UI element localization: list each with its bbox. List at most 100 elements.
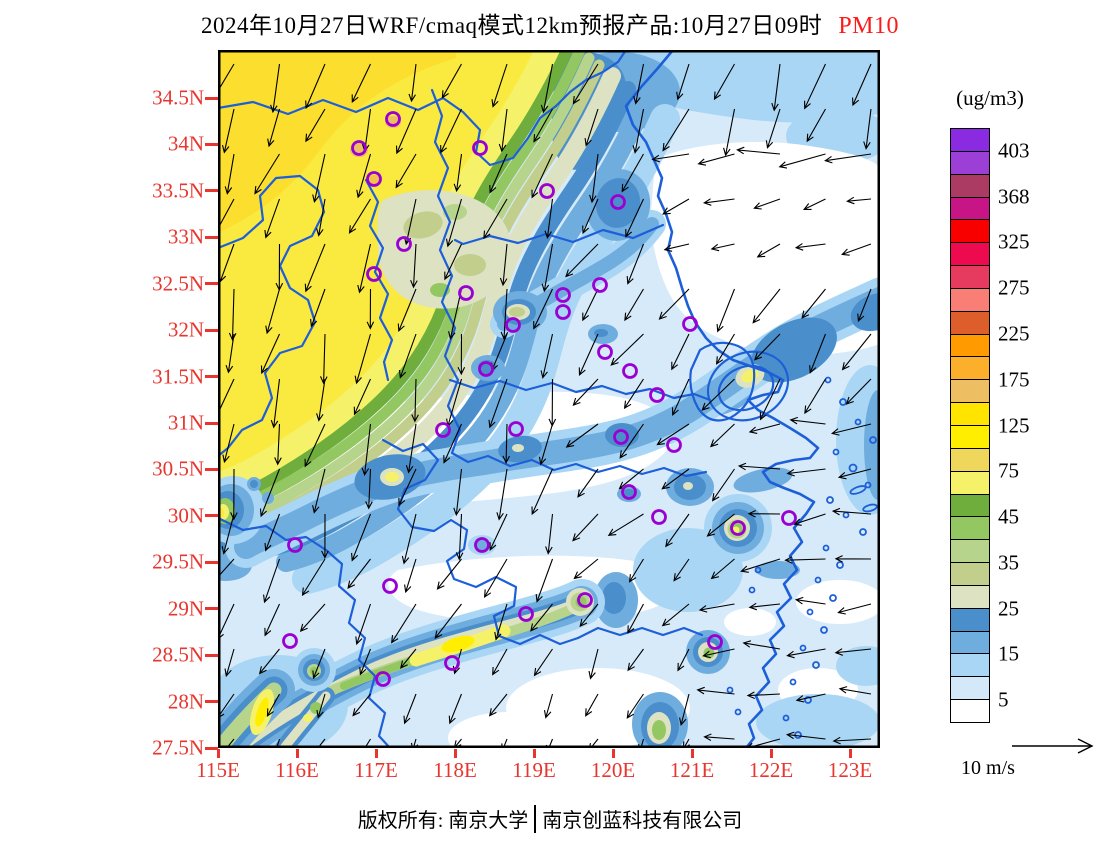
wind-arrow (228, 288, 237, 342)
wind-arrow (404, 558, 417, 594)
colorbar-tick-label: 175 (998, 367, 1030, 392)
wind-arrow (301, 558, 326, 597)
wind-arrow (312, 468, 326, 514)
station-marker (366, 266, 382, 282)
lon-label: 122E (748, 758, 794, 782)
wind-arrow (264, 513, 281, 552)
wind-arrow (533, 108, 553, 143)
wind-arrow (502, 423, 510, 464)
wind-arrow (623, 378, 644, 410)
station-marker (651, 509, 667, 525)
boundary-zhejiang-north (552, 462, 708, 478)
wind-arrow (365, 468, 373, 510)
footer-separator (534, 804, 537, 833)
lat-tick (205, 607, 218, 611)
wind-arrow (538, 423, 554, 466)
wind-arrow (265, 288, 281, 335)
wind-arrow (785, 731, 826, 740)
wind-arrow (627, 603, 644, 634)
wind-arrow (533, 648, 553, 677)
wind-arrow (545, 513, 554, 555)
wind-arrow (230, 468, 238, 521)
wind-arrow (806, 108, 826, 143)
lat-label: 33N (167, 224, 204, 249)
wind-arrow (625, 198, 644, 238)
wind-arrow (305, 63, 326, 110)
colorbar-cell (951, 493, 989, 517)
wind-arrow (305, 108, 326, 143)
monitoring-stations (282, 111, 797, 687)
wind-arrow (457, 333, 466, 376)
wind-arrow (304, 243, 326, 293)
lat-label: 33.5N (152, 178, 204, 203)
wind-arrow (624, 288, 644, 322)
wind-arrow (483, 558, 508, 598)
wind-arrow (710, 243, 735, 252)
wind-arrow (317, 738, 326, 748)
wind-arrow (628, 558, 644, 583)
wind-arrow (405, 423, 417, 474)
wind-arrow (565, 423, 599, 448)
wind-arrow (582, 288, 599, 322)
colorbar-tick-label: 275 (998, 275, 1030, 300)
wind-arrow (711, 468, 735, 502)
colorbar-cell (951, 196, 989, 220)
wind-arrow (627, 648, 644, 672)
station-marker (287, 537, 303, 553)
wind-arrow (535, 558, 554, 603)
wind-arrow (579, 603, 599, 628)
lat-tick (205, 421, 218, 425)
wind-arrow (795, 693, 826, 703)
footer-owner: 版权所有: 南京大学 (357, 810, 529, 832)
wind-arrow (221, 513, 235, 555)
wind-arrow (488, 378, 508, 429)
wind-arrow (698, 603, 735, 613)
colorbar-cell (951, 356, 989, 380)
wind-arrow (319, 333, 328, 385)
wind-arrow (610, 333, 644, 366)
wind-arrow (440, 108, 462, 154)
lon-tick (611, 749, 615, 758)
wind-arrow (572, 378, 599, 407)
station-marker (622, 363, 638, 379)
station-marker (555, 287, 571, 303)
wind-arrow (441, 63, 462, 99)
wind-arrow (837, 603, 872, 615)
colorbar-tick-label: 325 (998, 229, 1030, 254)
boundary-west-inner (364, 178, 394, 382)
wind-arrow (786, 468, 826, 477)
wind-arrow (258, 648, 280, 675)
wind-arrow (671, 333, 690, 371)
colorbar-cell (951, 242, 989, 266)
wind-arrow (584, 108, 599, 147)
wind-arrow (312, 648, 326, 680)
wind-arrow (445, 198, 463, 248)
station-marker (472, 140, 488, 156)
wind-arrow (841, 333, 872, 371)
wind-arrow (494, 603, 508, 641)
wind-arrow (531, 468, 554, 516)
station-marker (555, 304, 571, 320)
wind-arrow (436, 558, 462, 590)
wind-arrow (499, 243, 508, 287)
wind-arrow (259, 468, 281, 518)
wind-arrow (661, 603, 690, 627)
wind-arrow (395, 153, 417, 189)
wind-arrow (697, 153, 735, 166)
colorbar-tick-label: 5 (998, 687, 1009, 712)
station-marker (474, 537, 490, 553)
colorbar-tick-label: 15 (998, 641, 1019, 666)
wind-reference-arrow (1012, 738, 1094, 754)
wind-arrow (354, 333, 372, 385)
wind-arrow (626, 243, 645, 285)
lat-label: 30.5N (152, 456, 204, 481)
wind-arrow (794, 596, 826, 605)
wind-arrow (802, 198, 826, 210)
wind-arrow (530, 603, 553, 632)
wind-arrow (838, 686, 872, 695)
colorbar-tick-label: 25 (998, 596, 1019, 621)
station-marker (666, 437, 682, 453)
colorbar-cell (951, 402, 989, 425)
colorbar-cell (951, 447, 989, 471)
wind-arrow (254, 153, 280, 195)
